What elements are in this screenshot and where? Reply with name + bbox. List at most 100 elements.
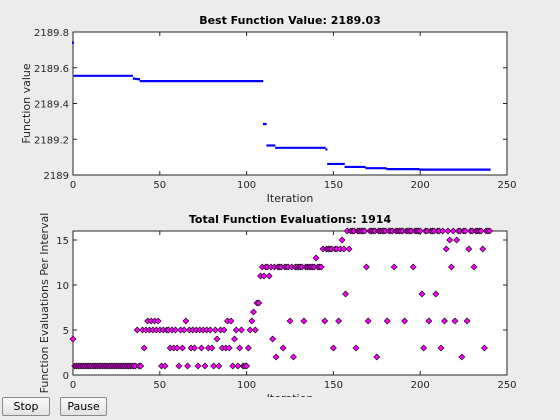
evaluation-point [463,317,471,325]
stop-button[interactable]: Stop [2,397,50,416]
evaluation-point [335,317,343,325]
evaluation-point [390,263,398,271]
evaluation-point [201,362,209,370]
pause-button[interactable]: Pause [60,397,107,416]
evaluation-point [269,335,277,343]
evaluation-point [362,263,370,271]
evaluation-point [449,227,457,235]
x-tick-label: 250 [497,180,516,191]
evaluation-point [321,317,329,325]
y-axis-label: Function value [20,63,33,144]
evaluation-point [69,335,77,343]
evaluation-point [432,290,440,298]
evaluation-point [416,227,424,235]
x-tick-label: 50 [153,380,166,391]
evaluation-point [229,362,237,370]
x-tick-label: 250 [497,380,516,391]
evaluation-point [227,317,235,325]
evaluation-point [260,272,268,280]
evaluation-point [194,362,202,370]
evaluation-point [465,245,473,253]
evaluation-point [477,227,485,235]
evaluation-point [364,317,372,325]
evaluation-point [133,326,141,334]
plot-area [72,31,508,176]
y-tick-label: 5 [63,326,69,337]
evaluation-point [236,344,244,352]
function-evaluations-plot: 0 50 100 150 200 250 0 5 10 15 Total Function Eval… [38,213,517,397]
x-tick-label: 50 [153,180,166,191]
best-value-segment [132,77,141,81]
evaluation-point [300,317,308,325]
evaluation-point [420,344,428,352]
evaluation-point [173,344,181,352]
evaluation-point [401,317,409,325]
evaluation-point [439,227,447,235]
x-tick-label: 200 [411,180,430,191]
evaluation-point [231,335,238,343]
evaluation-point [272,353,280,361]
evaluation-point [458,353,466,361]
evaluation-point [442,245,450,253]
evaluation-point [215,362,223,370]
y-tick-label: 15 [56,236,69,247]
evaluation-point [180,326,188,334]
plot-area [72,230,508,376]
evaluation-point [265,272,273,280]
evaluation-point [161,362,169,370]
evaluation-point [317,263,325,271]
evaluation-point [198,344,205,352]
evaluation-point [182,317,190,325]
evaluation-point [279,344,287,352]
evaluation-point [338,236,346,244]
evaluation-point [184,362,192,370]
evaluation-point [171,326,179,334]
evaluation-point [340,245,348,253]
evaluation-point [409,263,417,271]
y-tick-label: 2189.4 [34,100,69,111]
evaluation-point [213,335,221,343]
evaluation-point [486,227,494,235]
evaluation-point [211,326,219,334]
evaluation-point [329,344,337,352]
evaluation-point [234,362,242,370]
evaluation-point [373,353,381,361]
x-tick-label: 150 [324,180,343,191]
evaluation-point [251,326,259,334]
x-tick-label: 0 [70,180,76,191]
evaluation-point [312,254,320,262]
evaluation-point [191,344,198,352]
evaluation-point [286,317,294,325]
evaluation-point [441,317,448,325]
x-tick-label: 0 [70,380,76,391]
evaluation-point [140,344,148,352]
evaluation-point [446,236,454,244]
evaluation-point [232,326,240,334]
x-tick-label: 100 [237,380,256,391]
evaluation-point [154,317,162,325]
y-tick-label: 2189.2 [34,135,69,146]
evaluation-point [352,344,360,352]
evaluation-point [255,299,263,307]
x-tick-label: 150 [324,380,343,391]
y-tick-label: 2189 [44,171,69,182]
evaluation-point [342,290,349,298]
x-axis-label: Iteration [267,392,314,397]
evaluation-point [290,353,297,361]
evaluation-point [345,245,353,253]
evaluation-point [175,362,183,370]
evaluation-point [453,236,461,244]
evaluation-point [206,326,214,334]
y-axis-label: Function Evaluations Per Interval [38,213,51,394]
evaluation-point [208,344,216,352]
chart-title: Total Function Evaluations: 1914 [189,213,392,226]
evaluation-point [418,290,426,298]
x-tick-label: 100 [237,180,256,191]
evaluation-point [479,245,487,253]
evaluation-point [481,344,488,352]
evaluation-point [451,317,459,325]
evaluation-point [448,263,455,271]
evaluation-point [225,344,233,352]
x-tick-label: 200 [411,380,430,391]
evaluation-point [461,227,469,235]
